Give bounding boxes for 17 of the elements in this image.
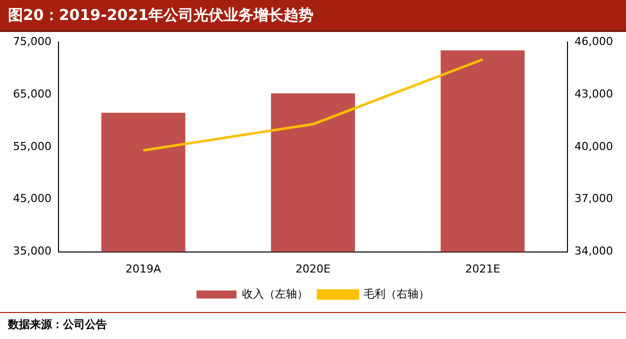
y2-tick-label: 34,000 (574, 244, 614, 258)
chart-title: 图20：2019-2021年公司光伏业务增长趋势 (0, 0, 626, 32)
x-tick-label: 2019A (126, 262, 162, 276)
y2-tick-label: 40,000 (574, 140, 614, 153)
y-tick-label: 55,000 (12, 140, 52, 153)
y-tick-label: 35,000 (12, 244, 52, 258)
source-note: 数据来源：公司公告 (0, 312, 626, 332)
x-tick-label: 2020E (296, 262, 331, 276)
x-tick-label: 2021E (465, 262, 500, 276)
y-tick-label: 65,000 (12, 87, 52, 100)
legend-label: 毛利（右轴） (364, 287, 430, 300)
y-tick-label: 45,000 (12, 192, 52, 206)
y2-tick-label: 43,000 (574, 87, 614, 100)
y2-tick-label: 37,000 (574, 192, 614, 206)
y2-tick-label: 46,000 (574, 34, 614, 48)
legend-label: 收入（左轴） (242, 287, 308, 300)
y-tick-label: 75,000 (12, 34, 52, 48)
